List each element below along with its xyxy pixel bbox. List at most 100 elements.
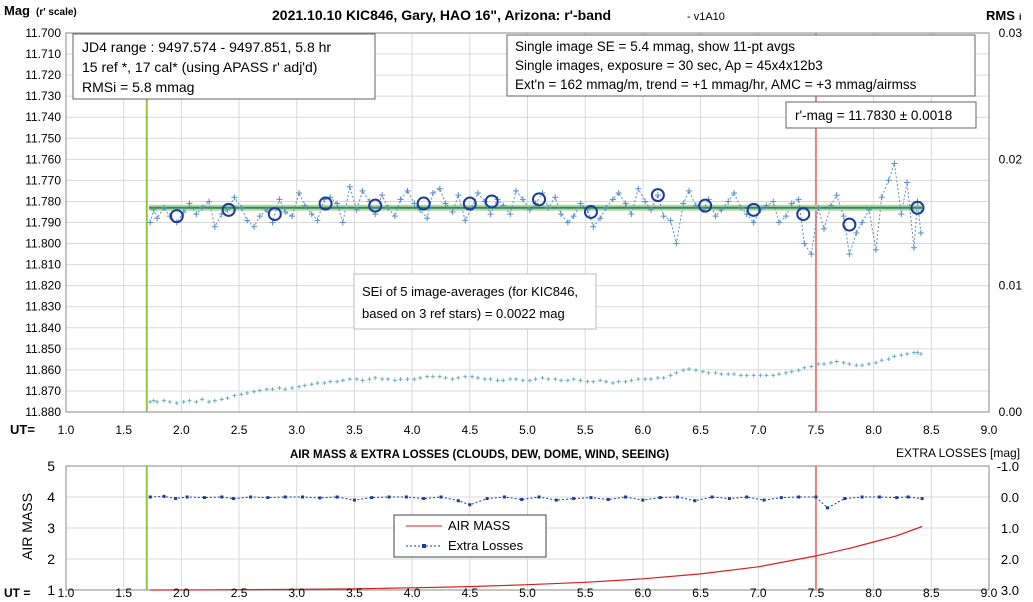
average-point bbox=[221, 202, 236, 217]
single-image-point bbox=[846, 251, 853, 258]
single-image-point bbox=[609, 196, 616, 203]
extra-losses-point bbox=[202, 496, 206, 500]
top-y2-axis-label-suffix: i bbox=[1019, 12, 1022, 22]
extra-losses-point bbox=[249, 495, 253, 499]
single-image-point bbox=[635, 185, 642, 192]
bottom-chart-title: AIR MASS & EXTRA LOSSES (CLOUDS, DEW, DO… bbox=[290, 449, 669, 461]
single-image-point bbox=[150, 206, 157, 213]
rms-point bbox=[347, 377, 352, 382]
top-y2-axis-label: RMS bbox=[986, 8, 1015, 23]
rms-point bbox=[585, 379, 590, 384]
single-image-point bbox=[590, 223, 597, 230]
info-box-left bbox=[72, 33, 376, 100]
rms-point bbox=[508, 377, 513, 382]
single-image-point bbox=[512, 187, 519, 194]
bottom-x-tick-label: 4.0 bbox=[404, 586, 421, 600]
single-image-point bbox=[686, 187, 693, 194]
bottom-x-tick-label: 5.0 bbox=[519, 586, 536, 600]
single-image-point bbox=[833, 192, 840, 199]
top-y-tick-label: 11.750 bbox=[25, 131, 61, 145]
single-image-point bbox=[296, 190, 303, 197]
average-point bbox=[796, 207, 811, 222]
single-image-point bbox=[885, 177, 892, 184]
rms-point bbox=[450, 377, 455, 382]
rms-point bbox=[915, 350, 920, 355]
single-image-point bbox=[911, 244, 918, 251]
top-x-tick-label: 3.5 bbox=[346, 423, 363, 437]
single-image-point bbox=[186, 200, 193, 207]
single-image-point bbox=[193, 211, 200, 218]
bottom-x-tick-label: 8.0 bbox=[865, 586, 882, 600]
single-image-point bbox=[725, 198, 732, 205]
single-image-point bbox=[487, 211, 494, 218]
rms-point bbox=[194, 399, 199, 404]
single-image-point bbox=[795, 196, 802, 203]
rms-point bbox=[354, 377, 359, 382]
rms-point bbox=[385, 377, 390, 382]
single-image-point bbox=[449, 208, 456, 215]
bottom-x-tick-label: 7.0 bbox=[750, 586, 767, 600]
single-image-point bbox=[545, 204, 552, 211]
single-image-point bbox=[776, 219, 783, 226]
rms-point bbox=[162, 398, 167, 403]
rms-point bbox=[181, 399, 186, 404]
rms-point bbox=[463, 374, 468, 379]
bottom-x-tick-label: 6.0 bbox=[635, 586, 652, 600]
rms-point bbox=[277, 385, 282, 390]
rms-point bbox=[200, 397, 205, 402]
rms-point bbox=[297, 384, 302, 389]
single-image-point bbox=[314, 217, 321, 224]
rms-point bbox=[187, 398, 192, 403]
top-x-tick-label: 3.0 bbox=[288, 423, 305, 437]
bottom-x-tick-label: 1.0 bbox=[58, 586, 75, 600]
rms-point bbox=[527, 378, 532, 383]
rms-point bbox=[648, 377, 653, 382]
single-image-point bbox=[763, 202, 770, 209]
single-image-point bbox=[404, 187, 411, 194]
single-image-point bbox=[276, 196, 283, 203]
single-image-point bbox=[680, 200, 687, 207]
legend-extra-losses-label: Extra Losses bbox=[448, 538, 524, 553]
airmass-line bbox=[150, 525, 923, 591]
rms-point bbox=[726, 372, 731, 377]
single-image-point bbox=[750, 219, 757, 226]
top-x-tick-label: 5.5 bbox=[577, 423, 594, 437]
single-image-point bbox=[519, 196, 526, 203]
rms-point bbox=[771, 373, 776, 378]
single-image-point bbox=[147, 219, 154, 226]
top-y-tick-label: 11.840 bbox=[25, 321, 61, 335]
single-image-point bbox=[917, 230, 924, 237]
top-y2-tick-labels: 0.03 0.02 0.01 0.00 bbox=[999, 26, 1023, 419]
extra-losses-point bbox=[814, 495, 818, 499]
rms-point bbox=[693, 368, 698, 373]
rms-point bbox=[603, 379, 608, 384]
annotation-single-se: Single image SE = 5.4 mmag, show 11-pt a… bbox=[515, 39, 795, 54]
rms-point bbox=[636, 377, 641, 382]
top-x-tick-label: 8.5 bbox=[923, 423, 940, 437]
rms-point bbox=[655, 375, 660, 380]
single-image-point bbox=[564, 219, 571, 226]
top-y-tick-label: 11.700 bbox=[25, 26, 61, 40]
extra-losses-point bbox=[727, 497, 731, 501]
average-point bbox=[746, 202, 761, 217]
single-image-point bbox=[507, 211, 514, 218]
single-image-point bbox=[667, 217, 674, 224]
extra-losses-point bbox=[641, 498, 645, 502]
rms-point bbox=[578, 378, 583, 383]
bottom-x-tick-label: 2.0 bbox=[173, 586, 190, 600]
annotation-sei-line1: SEi of 5 image-averages (for KIC846, bbox=[362, 284, 578, 299]
extra-losses-point bbox=[860, 495, 864, 499]
rms-point bbox=[443, 375, 448, 380]
rms-point bbox=[629, 378, 634, 383]
bottom-x-tick-label: 6.5 bbox=[692, 586, 709, 600]
extra-losses-point bbox=[693, 499, 697, 503]
top-y-tick-labels: 11.700 11.710 11.720 11.730 11.740 11.750 11.7… bbox=[25, 26, 61, 419]
bottom-y-tick-label: 5 bbox=[47, 458, 55, 474]
rms-point bbox=[475, 375, 480, 380]
rms-point bbox=[809, 364, 814, 369]
top-y-tick-label: 11.720 bbox=[25, 68, 61, 82]
rms-point bbox=[783, 370, 788, 375]
rms-point bbox=[751, 373, 756, 378]
rms-point bbox=[713, 370, 718, 375]
rms-point bbox=[558, 378, 563, 383]
